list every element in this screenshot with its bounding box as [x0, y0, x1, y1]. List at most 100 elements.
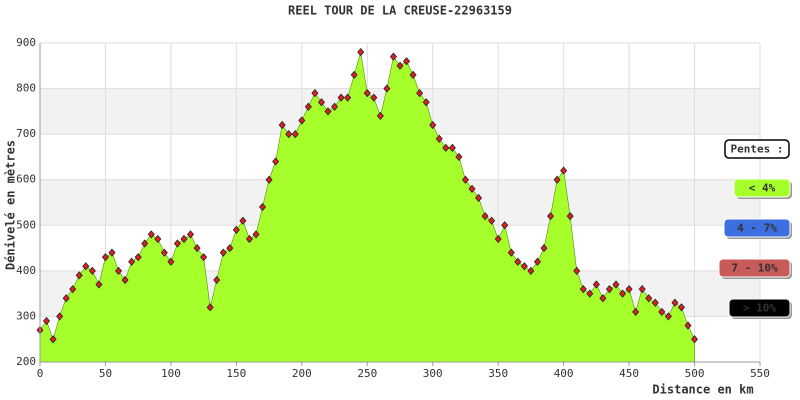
marker: [357, 47, 365, 57]
marker: [141, 239, 149, 248]
x-tick-label: 150: [226, 367, 246, 380]
marker: [389, 52, 397, 61]
marker: [252, 230, 260, 239]
marker: [671, 298, 679, 307]
x-tick-label: 400: [554, 367, 574, 380]
marker: [226, 243, 234, 253]
marker: [154, 234, 162, 244]
marker: [101, 253, 109, 262]
marker: [331, 102, 339, 111]
marker: [317, 98, 325, 107]
y-tick-label: 600: [16, 173, 36, 186]
marker: [547, 212, 555, 221]
marker: [664, 312, 672, 321]
marker: [43, 316, 51, 326]
marker: [533, 257, 541, 266]
marker: [200, 253, 208, 262]
x-tick-label: 300: [423, 367, 443, 380]
x-tick-label: 0: [37, 367, 44, 380]
y-tick-label: 900: [16, 36, 36, 49]
legend-label: 4 - 7%: [737, 222, 777, 235]
marker: [488, 216, 496, 225]
y-tick-label: 800: [16, 82, 36, 95]
x-tick-label: 450: [619, 367, 639, 380]
legend-title: Pentes :: [731, 143, 784, 156]
marker: [180, 234, 188, 244]
marker: [193, 243, 201, 253]
y-tick-label: 200: [16, 355, 36, 368]
marker: [677, 303, 685, 312]
marker: [475, 193, 483, 203]
marker: [259, 202, 267, 212]
marker: [219, 248, 227, 257]
marker: [49, 335, 57, 344]
x-tick-label: 100: [161, 367, 181, 380]
x-tick-label: 200: [292, 367, 312, 380]
marker: [108, 248, 116, 257]
marker: [553, 175, 561, 184]
marker: [566, 212, 574, 221]
marker: [147, 230, 155, 239]
marker: [291, 130, 299, 139]
x-tick-label: 500: [685, 367, 705, 380]
marker: [115, 266, 123, 275]
marker: [376, 111, 384, 121]
marker: [173, 239, 181, 248]
marker: [95, 280, 103, 289]
marker: [75, 271, 83, 280]
marker: [265, 175, 273, 184]
marker: [128, 257, 136, 266]
marker: [448, 143, 456, 152]
marker: [134, 253, 142, 262]
marker: [481, 212, 489, 221]
marker: [403, 57, 411, 66]
y-tick-label: 400: [16, 264, 36, 277]
marker: [520, 262, 528, 271]
marker: [167, 257, 175, 266]
marker: [88, 266, 96, 275]
marker: [651, 298, 659, 307]
marker: [684, 321, 692, 330]
marker: [435, 134, 443, 143]
marker: [272, 157, 280, 166]
marker: [468, 184, 476, 193]
y-tick-label: 500: [16, 218, 36, 231]
legend-swatch: [723, 218, 791, 238]
marker: [278, 120, 286, 130]
marker: [187, 230, 195, 239]
marker: [691, 335, 699, 344]
x-tick-label: 350: [488, 367, 508, 380]
marker: [121, 275, 129, 285]
marker: [461, 175, 469, 184]
marker: [324, 107, 332, 116]
legend-title-box: [724, 139, 790, 159]
marker: [409, 70, 417, 80]
marker: [638, 284, 646, 294]
marker: [514, 257, 522, 266]
marker: [501, 221, 509, 230]
marker: [540, 243, 548, 253]
marker: [298, 116, 306, 125]
y-axis-label: Dénivelé en mètres: [4, 140, 18, 270]
marker: [396, 61, 404, 70]
marker: [239, 216, 247, 225]
marker: [245, 234, 253, 244]
chart-title: REEL TOUR DE LA CREUSE-22963159: [288, 4, 512, 18]
legend-swatch: [728, 298, 791, 318]
x-tick-label: 50: [99, 367, 112, 380]
marker: [592, 280, 600, 289]
x-axis-label: Distance en km: [652, 383, 753, 397]
legend-label: > 10%: [743, 302, 776, 315]
marker: [311, 89, 319, 98]
legend-label: 7 - 10%: [731, 262, 778, 275]
marker: [658, 307, 666, 316]
legend-swatch: [733, 178, 791, 198]
marker: [416, 89, 424, 98]
marker: [442, 143, 450, 152]
marker: [573, 266, 581, 275]
marker: [619, 289, 627, 298]
marker: [599, 294, 607, 303]
marker: [645, 294, 653, 303]
marker: [612, 280, 620, 289]
